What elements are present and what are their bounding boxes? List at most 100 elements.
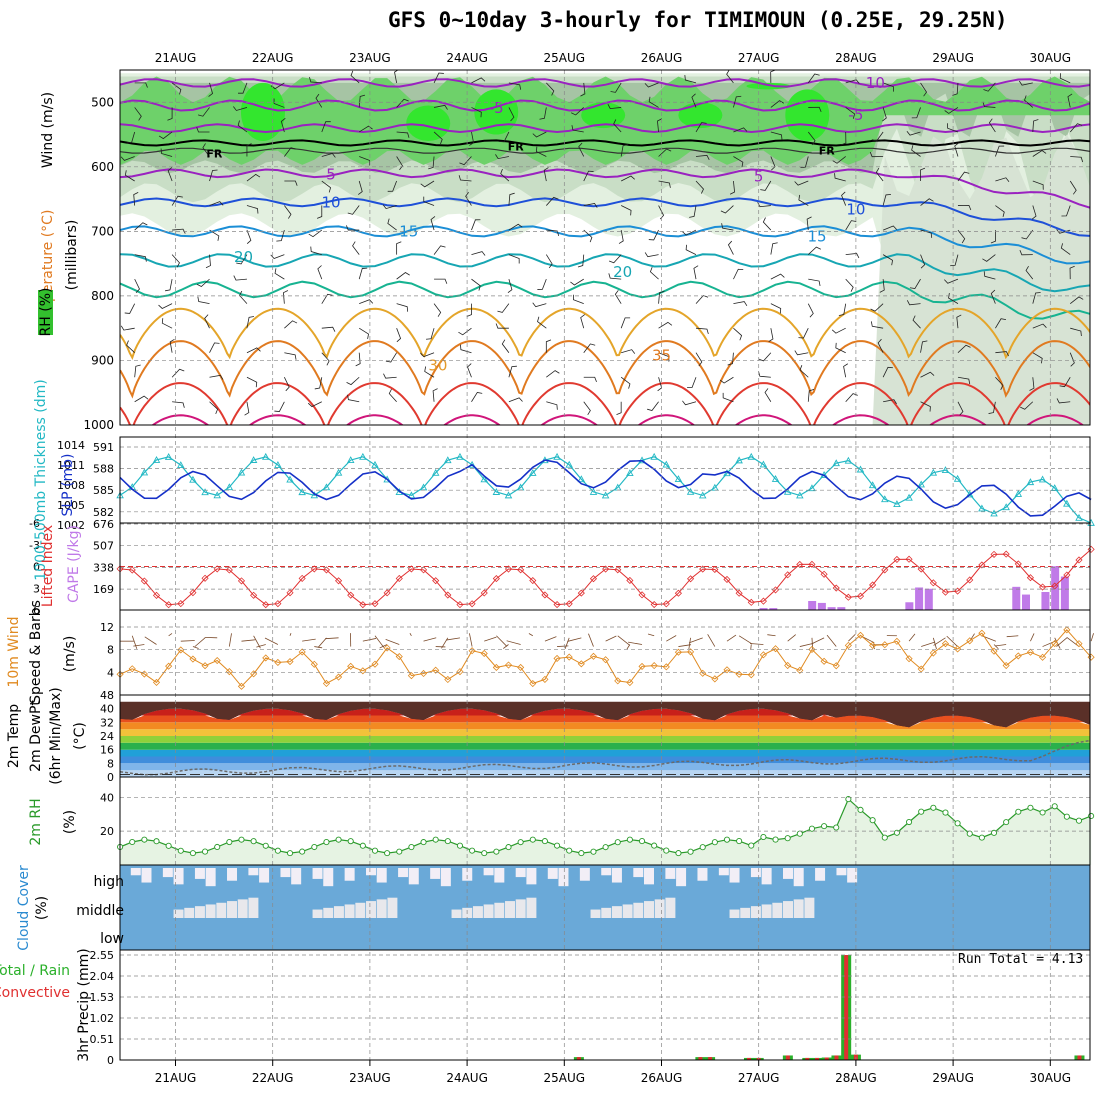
lifted-point (1014, 560, 1022, 568)
wind-barb (126, 340, 135, 354)
wind-barb (1032, 180, 1044, 190)
lifted-point (553, 601, 561, 609)
cloud-mid-bar (472, 906, 483, 918)
lifted-point (116, 565, 124, 573)
wind10-point (796, 666, 804, 674)
thickness-point (917, 480, 925, 488)
cloud-level-label: middle (76, 903, 124, 919)
wind10-barb (228, 633, 232, 647)
wind10-point (820, 657, 828, 665)
cloud-mid-bar (740, 907, 751, 918)
wind-barb (983, 271, 996, 280)
wind-barb (583, 343, 596, 353)
wind10-barb (921, 641, 936, 647)
wind-barb (988, 401, 996, 414)
wind-barb (610, 82, 622, 93)
wind-barb (270, 254, 285, 260)
cloud-high-bar (130, 868, 141, 876)
wind-barb (613, 119, 622, 133)
rh-point (906, 818, 913, 826)
thickness-point (662, 460, 671, 468)
lifted-point (335, 577, 343, 585)
wind10-point (262, 654, 270, 662)
cape-bar (827, 607, 836, 610)
wind-barb (580, 314, 585, 329)
date-label-top: 27AUG (738, 51, 780, 65)
lifted-point (990, 550, 998, 558)
thickness-point (893, 500, 901, 508)
rh-point (566, 847, 573, 854)
wind-barb (578, 142, 585, 157)
rh-95-patch (785, 89, 830, 141)
wind-barb (545, 339, 552, 353)
wind-barb (807, 389, 815, 402)
thickness-tick-label: 591 (93, 441, 114, 454)
temp-tick-label: 32 (100, 716, 114, 729)
rh-legend-swatch (38, 290, 53, 335)
thickness-point (686, 487, 695, 495)
contour-label: 20 (613, 263, 632, 281)
temp-band (120, 749, 1090, 757)
temp-35-contour (120, 340, 1090, 399)
wind-barb (573, 294, 584, 305)
wind-barb (883, 399, 897, 405)
rh-point (1051, 803, 1058, 810)
cloud-mid-bar (366, 901, 377, 918)
wind-barb (644, 252, 659, 258)
wind-barb (684, 75, 697, 84)
rh-point (177, 847, 184, 854)
rh-point (723, 836, 731, 843)
date-label-bottom: 27AUG (738, 1071, 780, 1085)
cloud-high-bar (676, 868, 687, 887)
wind-barb (246, 173, 261, 182)
temperature-panel (120, 701, 1090, 777)
wind-barb (430, 216, 436, 231)
wind-barb (770, 70, 776, 83)
thickness-label: 1000-500mb Thickness (dm) (33, 379, 49, 580)
wind-barb (274, 401, 285, 412)
cloud-mid-bar (376, 899, 387, 918)
lifted-point (310, 565, 318, 573)
thickness-point (504, 491, 513, 499)
wind-barb (727, 352, 734, 366)
wind-barb (315, 93, 323, 108)
thickness-point (796, 491, 804, 499)
thickness-point (164, 452, 173, 460)
wind-barb (948, 292, 959, 304)
wind-barb (134, 107, 142, 121)
wind-barb (845, 278, 854, 292)
wind-barb (957, 204, 972, 211)
wind-barb (167, 167, 173, 182)
wind-barb (620, 205, 632, 216)
wind-barb (205, 254, 211, 269)
wind10-point (881, 641, 889, 649)
rh-point (760, 833, 767, 841)
wind-barb (682, 400, 697, 406)
lifted-point (383, 589, 391, 597)
wind-barb (770, 303, 782, 314)
wind-barb (877, 338, 884, 353)
wind-barb (432, 388, 438, 402)
wind10-point (711, 675, 719, 683)
rh-point (821, 823, 828, 830)
cloud-high-bar (280, 868, 291, 878)
wind10-barb (289, 633, 292, 636)
wind-barb (508, 365, 517, 378)
wind-barb (1032, 323, 1047, 329)
wind-barb (770, 100, 785, 108)
wind10-point (905, 655, 913, 663)
wind10-barb (302, 638, 316, 642)
cape-tick-label: 338 (93, 561, 114, 574)
rh-point (286, 850, 294, 857)
date-label-top: 23AUG (349, 51, 391, 65)
cloud-mid-bar (451, 909, 462, 918)
wind-barb (806, 216, 812, 231)
wind10-point (213, 656, 221, 665)
cloud-mid-bar (804, 897, 815, 918)
wind-barb (273, 98, 285, 108)
wind-barb (1059, 73, 1071, 84)
thickness-point (529, 468, 537, 476)
chart-title: GFS 0~10day 3-hourly for TIMIMOUN (0.25E… (388, 8, 1008, 32)
precip-tick-label: 1.02 (90, 1012, 115, 1025)
precip-convective-bar (576, 1057, 581, 1060)
